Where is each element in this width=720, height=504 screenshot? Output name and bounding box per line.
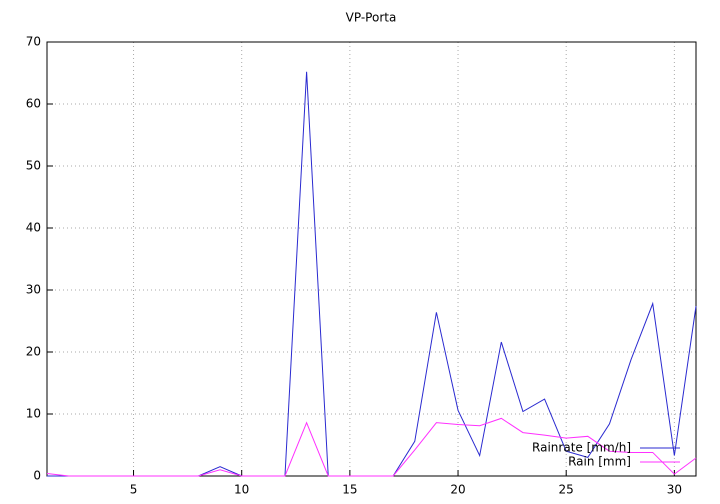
data-line <box>46 417 697 477</box>
y-tick-label: 20 <box>26 345 41 359</box>
y-tick-label: 50 <box>26 159 41 173</box>
y-tick-label: 40 <box>26 221 41 235</box>
x-tick-label: 30 <box>667 483 682 497</box>
legend-label: Rain [mm] <box>568 455 631 469</box>
x-tick-label: 20 <box>450 483 465 497</box>
x-tick-label: 25 <box>559 483 574 497</box>
chart-title: VP-Porta <box>346 11 397 25</box>
y-tick-label: 10 <box>26 407 41 421</box>
x-tick-label: 5 <box>130 483 138 497</box>
plot-border <box>46 41 697 477</box>
y-tick-label: 30 <box>26 283 41 297</box>
x-tick-label: 10 <box>234 483 249 497</box>
y-tick-label: 70 <box>26 35 41 49</box>
y-tick-label: 0 <box>33 469 41 483</box>
data-line <box>47 71 697 477</box>
x-tick-label: 15 <box>342 483 357 497</box>
y-tick-label: 60 <box>26 97 41 111</box>
legend-label: Rainrate [mm/h] <box>532 441 631 455</box>
